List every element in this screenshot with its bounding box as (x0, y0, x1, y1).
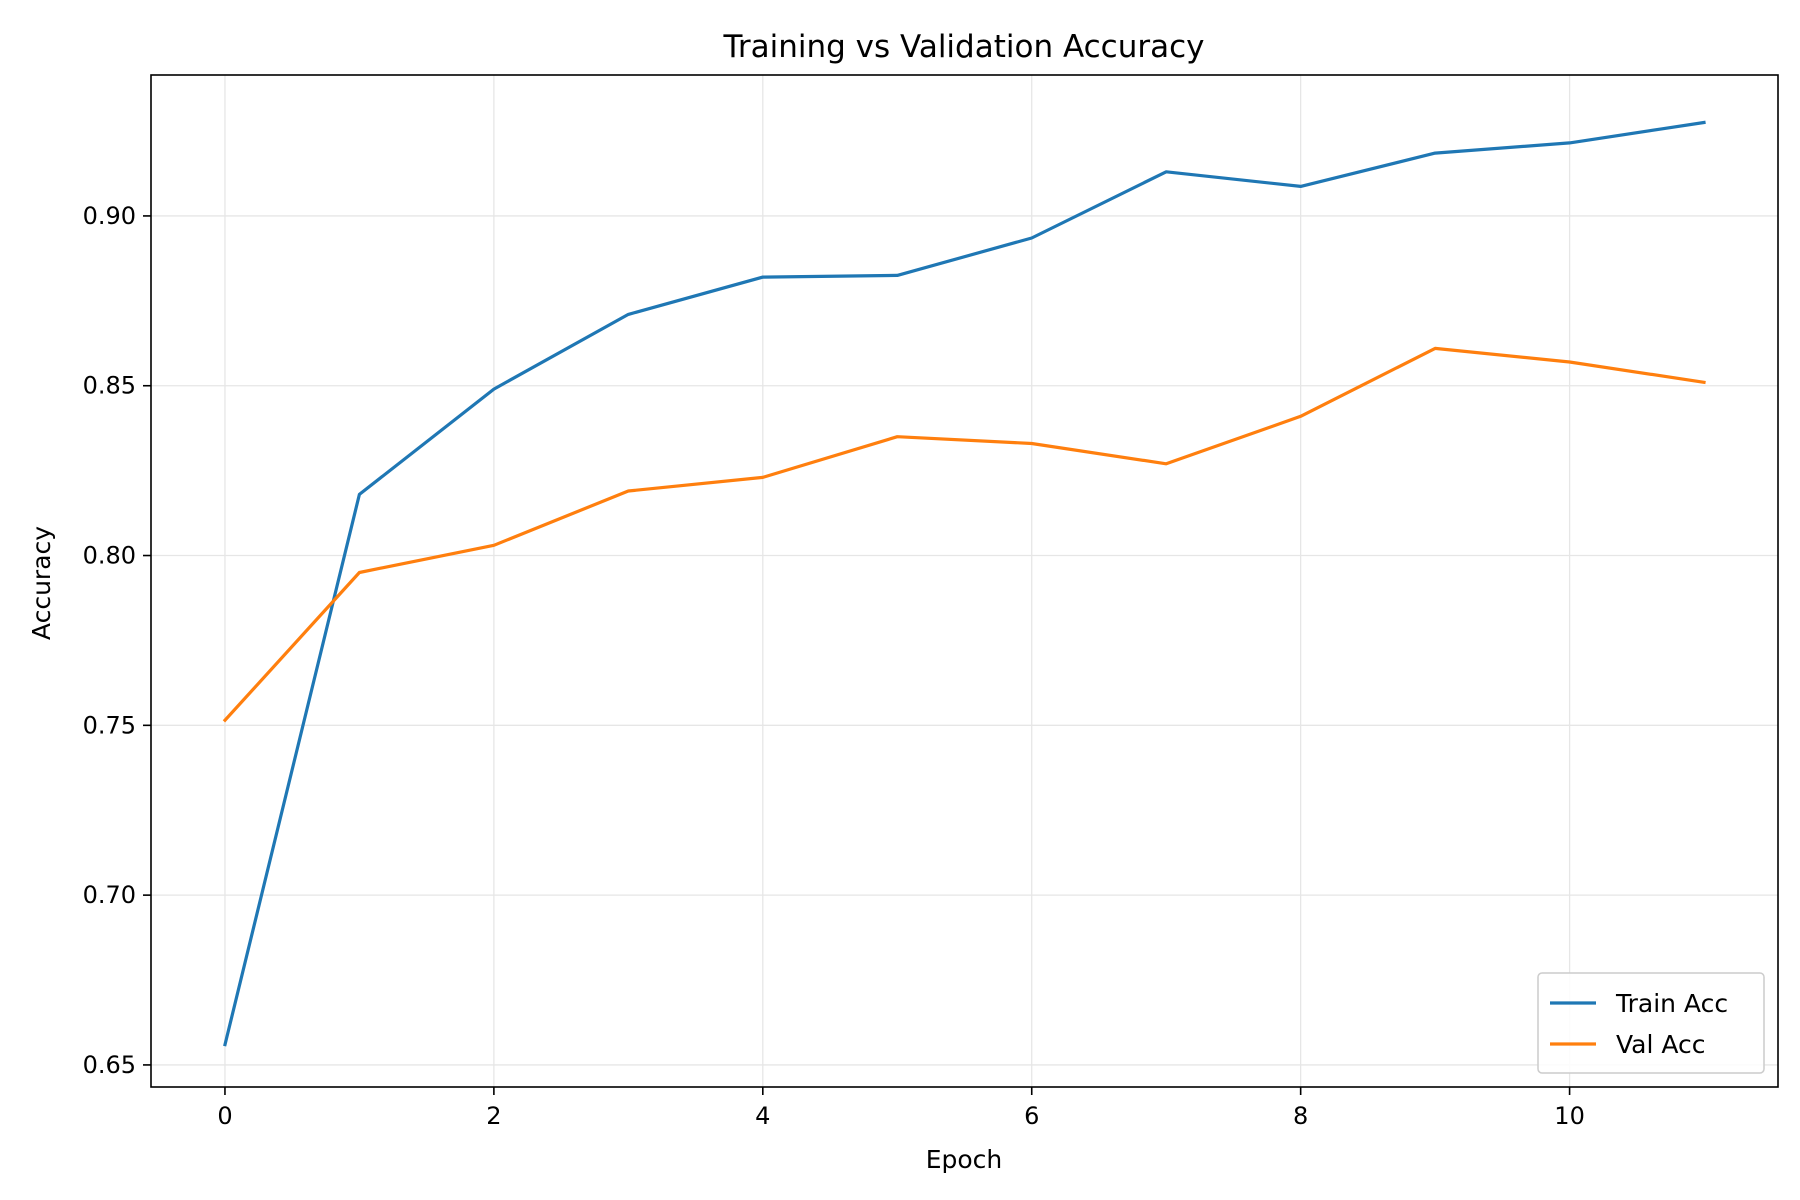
y-tick-label: 0.65 (83, 1051, 136, 1079)
series-layer (222, 120, 1706, 1047)
x-tick-label: 10 (1554, 1102, 1585, 1130)
x-tick-label: 8 (1293, 1102, 1308, 1130)
y-tick-label: 0.70 (83, 881, 136, 909)
series-line-val-acc (222, 346, 1706, 723)
legend-box (1537, 972, 1765, 1074)
y-tick-label: 0.75 (83, 711, 136, 739)
grid (151, 75, 1778, 1087)
x-tick-label: 0 (217, 1102, 232, 1130)
x-tick-label: 2 (486, 1102, 501, 1130)
y-tick-label: 0.80 (83, 542, 136, 570)
axis-ticks: 0 2 4 6 8 10 0.65 0.70 0.75 0.80 0.85 0.90 (83, 202, 1585, 1130)
legend-label: Val Acc (1616, 1030, 1706, 1059)
series-line-train-acc (223, 120, 1706, 1047)
y-tick-label: 0.85 (83, 372, 136, 400)
x-tick-label: 6 (1024, 1102, 1039, 1130)
legend-label: Train Acc (1615, 989, 1728, 1018)
plot-frame (150, 74, 1779, 1088)
legend: Train Acc Val Acc (1537, 972, 1765, 1074)
x-axis-label: Epoch (926, 1145, 1003, 1174)
chart-title: Training vs Validation Accuracy (723, 29, 1205, 65)
y-axis-label: Accuracy (27, 526, 56, 640)
y-tick-label: 0.90 (83, 202, 136, 230)
x-tick-label: 4 (755, 1102, 770, 1130)
